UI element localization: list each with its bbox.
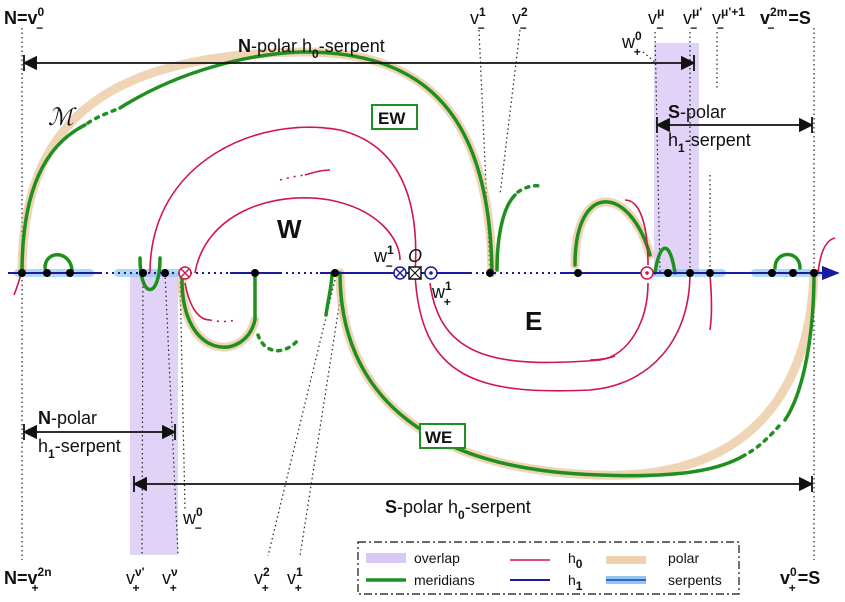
- legend-h1: h1: [568, 572, 583, 593]
- label-s-polar-h1-line2: h1-serpent: [668, 130, 751, 155]
- legend: overlap meridians h0 h1 polar serpents: [357, 541, 740, 595]
- legend-meridians: meridians: [414, 572, 475, 588]
- h0-curves: [13, 126, 836, 392]
- label-n-polar-h1-line1: N-polar: [38, 408, 97, 428]
- center-markers: [178, 266, 654, 280]
- meridians: [20, 50, 816, 478]
- svg-text:EW: EW: [378, 109, 406, 128]
- label-w0-plus: w0 +: [621, 29, 642, 59]
- label-n-top: N=v0−: [4, 5, 45, 35]
- label-s-polar-h0-serpent: S-polar h0-serpent: [385, 497, 531, 522]
- label-v2-minus: v2−: [512, 5, 528, 35]
- label-v1-plus: v1 +: [287, 565, 303, 595]
- label-n-bottom: N=v2n +: [4, 565, 52, 595]
- label-v1-minus: v1−: [470, 5, 486, 35]
- label-s-bottom: v0 + =S: [780, 565, 820, 595]
- region-east: E: [525, 306, 542, 336]
- box-we: WE: [419, 423, 466, 449]
- box-ew: EW: [371, 104, 418, 130]
- label-w1-plus: w1 +: [431, 279, 452, 309]
- legend-h0: h0: [568, 550, 583, 571]
- legend-polar: polar: [668, 550, 699, 566]
- label-origin: O: [408, 246, 422, 266]
- label-vnu-plus: vν +: [162, 565, 178, 595]
- vertex-dots: [18, 269, 818, 277]
- serpent-spans: [22, 55, 814, 492]
- overlap-region-left: [130, 273, 178, 555]
- svg-text:WE: WE: [425, 428, 452, 447]
- label-w0-minus: w0−: [182, 505, 203, 535]
- meridian-ew-arc: [20, 123, 87, 275]
- label-n-polar-h0-serpent: N-polar h0-serpent: [238, 36, 385, 61]
- label-s-top: v2m − =S: [760, 5, 811, 35]
- label-s-polar-h1-line1: S-polar: [668, 102, 726, 122]
- region-west: W: [277, 214, 302, 244]
- overlap-region-right: [654, 43, 699, 273]
- label-n-polar-h1-line2: h1-serpent: [38, 436, 121, 461]
- meridian-we-arc: [338, 271, 747, 478]
- label-vmuprime-minus: vμ' −: [683, 5, 702, 35]
- label-vmu-minus: vμ −: [648, 5, 664, 35]
- label-v2-plus: v2 +: [254, 565, 270, 595]
- legend-overlap: overlap: [414, 550, 460, 566]
- label-vmuprime1-minus: vμ'+1−: [712, 5, 745, 35]
- label-w1-minus: w1−: [373, 243, 394, 273]
- label-vnuprime-plus: vν' +: [126, 565, 145, 595]
- legend-serpents: serpents: [668, 572, 722, 588]
- manifold-symbol: ℳ: [48, 104, 77, 131]
